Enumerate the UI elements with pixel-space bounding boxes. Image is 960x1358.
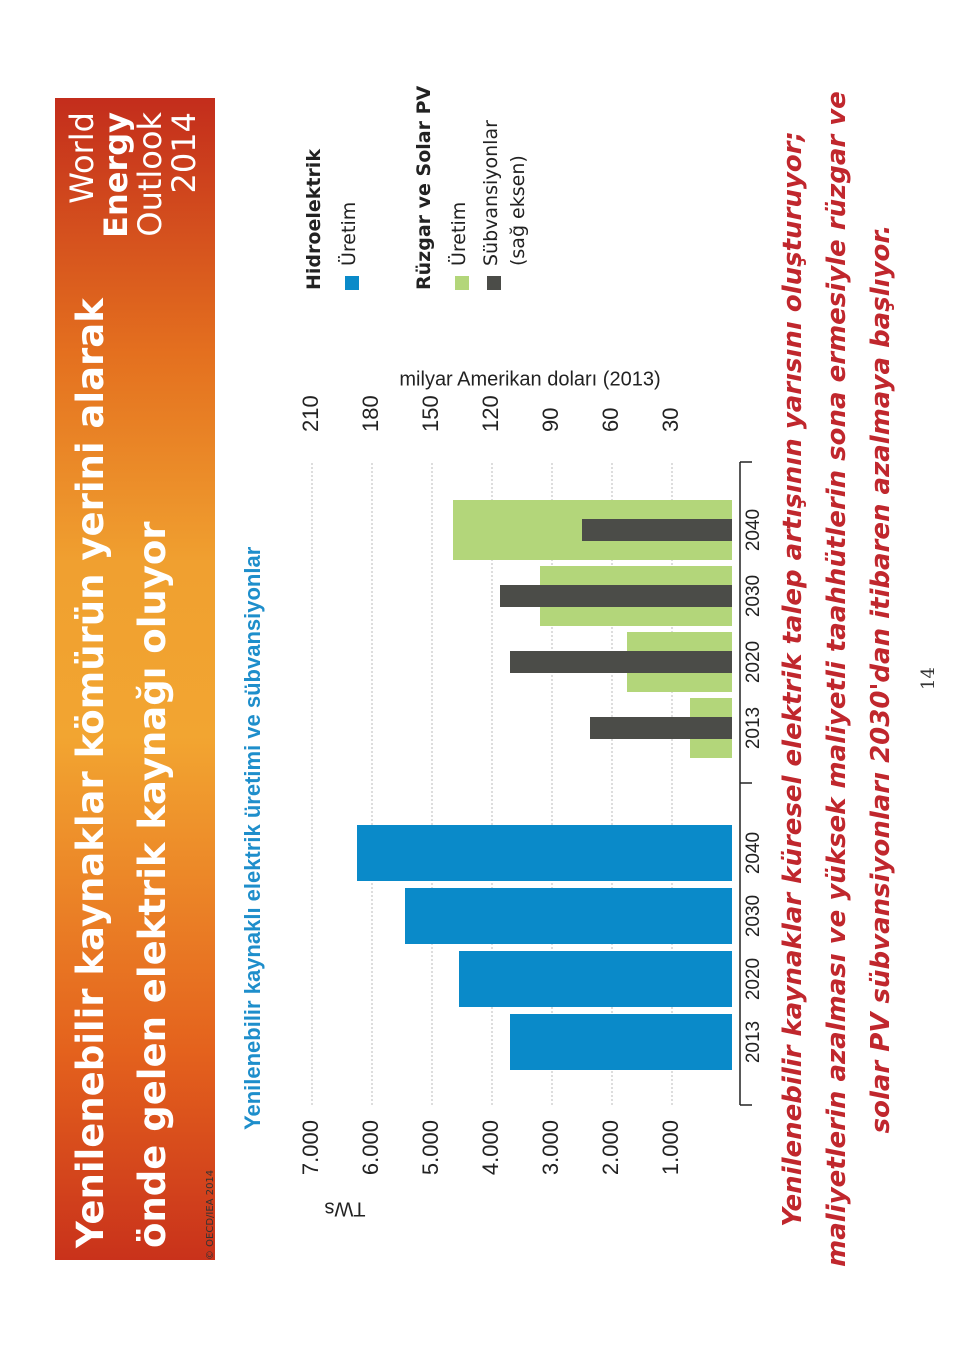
legend-label: Üretim <box>448 201 470 266</box>
y-axis-label: TWs <box>324 1198 365 1220</box>
y-tick-label: 4.000 <box>478 1120 503 1175</box>
y2-tick-label: 90 <box>538 408 563 432</box>
bar <box>405 888 732 944</box>
legend-swatch <box>487 276 501 290</box>
x-tick-label: 2040 <box>743 832 764 874</box>
y2-tick-label: 120 <box>478 395 503 432</box>
bar <box>590 717 732 739</box>
legend-title: Hidroelektrik <box>303 149 325 290</box>
legend-swatch <box>455 276 469 290</box>
x-tick-label: 2013 <box>743 1021 764 1063</box>
y-tick-label: 7.000 <box>298 1120 323 1175</box>
footer-line: solar PV sübvansiyonları 2030'dan itibar… <box>866 224 896 1134</box>
y2-tick-label: 180 <box>358 395 383 432</box>
legend-label: Sübvansiyonlar (sağ eksen) <box>480 120 529 266</box>
bar <box>582 519 732 541</box>
y-tick-label: 1.000 <box>658 1120 683 1175</box>
legend-label: Üretim <box>338 201 360 266</box>
legend-swatch <box>345 276 359 290</box>
y2-tick-label: 30 <box>658 408 683 432</box>
y2-tick-label: 60 <box>598 408 623 432</box>
x-tick-label: 2040 <box>743 509 764 551</box>
y-tick-label: 6.000 <box>358 1120 383 1175</box>
bar <box>357 825 732 881</box>
x-tick-label: 2020 <box>743 958 764 1000</box>
footer-line: maliyetlerin azalması ve yüksek maliyetl… <box>822 91 852 1267</box>
bar <box>459 951 732 1007</box>
page-number: 14 <box>918 667 939 690</box>
y2-tick-label: 210 <box>298 395 323 432</box>
x-tick-label: 2030 <box>743 575 764 617</box>
y-tick-label: 3.000 <box>538 1120 563 1175</box>
bar <box>500 585 732 607</box>
footer-line: Yenilenebilir kaynaklar küresel elektrik… <box>778 131 808 1227</box>
y2-axis-label: milyar Amerikan doları (2013) <box>399 368 660 390</box>
x-tick-label: 2013 <box>743 707 764 749</box>
y-tick-label: 5.000 <box>418 1120 443 1175</box>
bar <box>510 651 732 673</box>
x-tick-label: 2020 <box>743 641 764 683</box>
y-tick-label: 2.000 <box>598 1120 623 1175</box>
legend-title: Rüzgar ve Solar PV <box>413 85 435 290</box>
y2-tick-label: 150 <box>418 395 443 432</box>
chart-title: Yenilenebilir kaynaklı elektrik üretimi … <box>240 546 265 1130</box>
x-tick-label: 2030 <box>743 895 764 937</box>
bar <box>510 1014 732 1070</box>
